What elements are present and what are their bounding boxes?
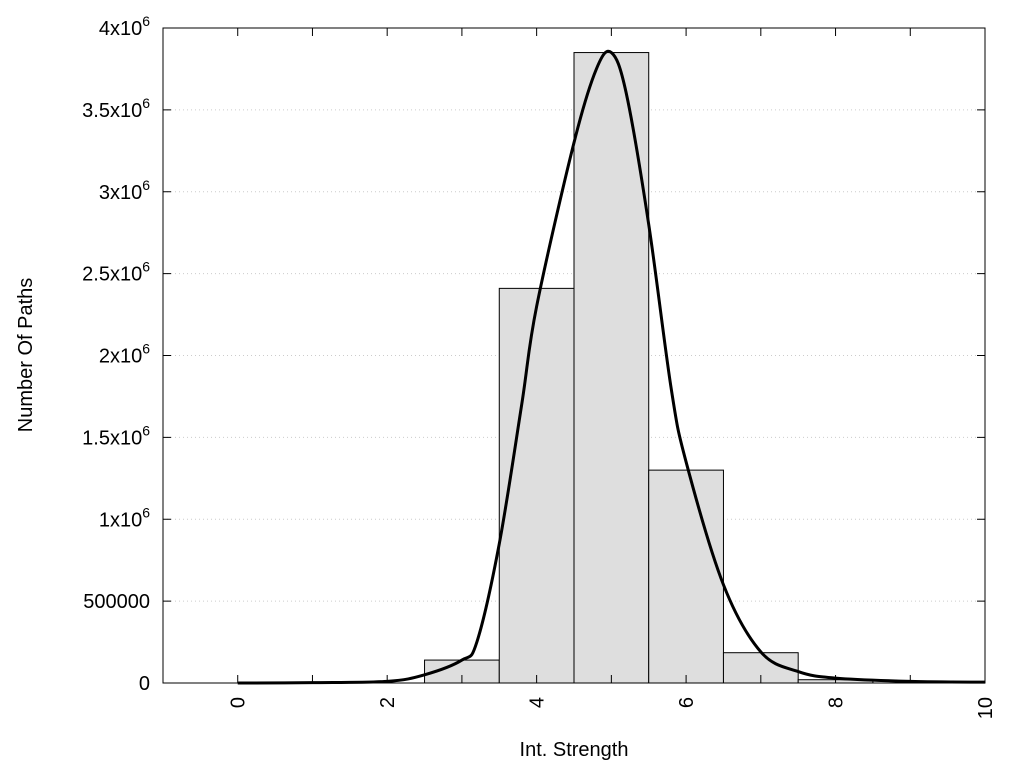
x-axis-label: Int. Strength <box>520 739 629 761</box>
y-axis-label: Number Of Paths <box>15 278 37 433</box>
y-tick-label: 4x106 <box>99 13 150 40</box>
y-tick-label: 2x106 <box>99 341 150 368</box>
x-tick-label: 0 <box>228 697 250 708</box>
x-tick-label: 2 <box>377 697 399 708</box>
y-tick-label: 3.5x106 <box>82 95 150 122</box>
y-tick-label: 1.5x106 <box>82 422 150 449</box>
histogram-bar <box>573 52 650 684</box>
y-tick-label: 500000 <box>83 591 150 613</box>
x-tick-label: 4 <box>527 697 549 708</box>
histogram-bar <box>648 469 724 684</box>
x-tick-label: 6 <box>676 697 698 708</box>
y-tick-label: 3x106 <box>99 177 150 204</box>
grid-lines <box>163 109 985 602</box>
y-tick-label: 1x106 <box>99 504 150 531</box>
y-tick-label: 0 <box>139 673 150 695</box>
x-tick-label: 10 <box>975 697 997 719</box>
fit-curve <box>237 49 986 685</box>
bars <box>424 52 874 684</box>
y-axis-ticks: 0 500000 1x106 1.5x106 2x106 2.5x106 3x106 3.5x… <box>82 13 985 695</box>
x-axis-ticks: 0 2 4 6 8 10 <box>228 28 997 719</box>
y-tick-label: 2.5x106 <box>82 259 150 286</box>
x-tick-label: 8 <box>826 697 848 708</box>
